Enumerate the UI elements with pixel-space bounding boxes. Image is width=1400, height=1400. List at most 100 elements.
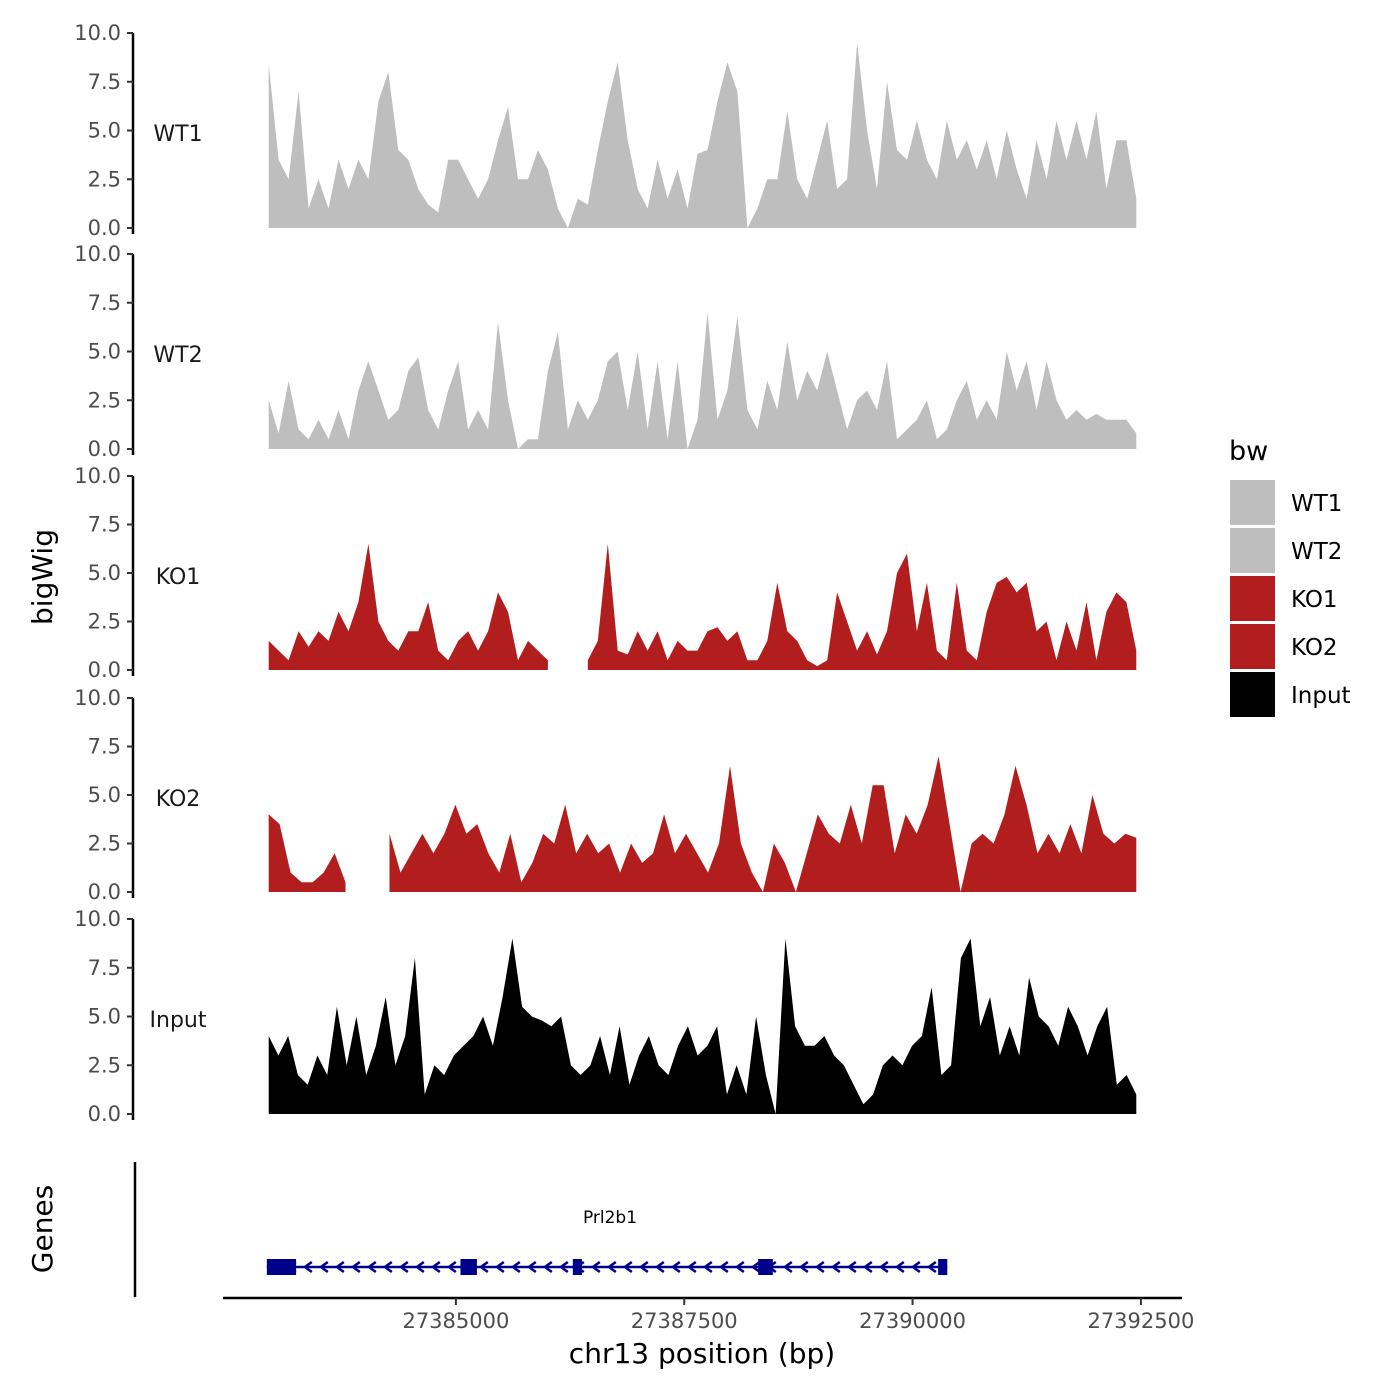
gene-label: Prl2b1 — [583, 1208, 637, 1228]
strand-arrow — [542, 1260, 553, 1274]
y-axis-title-group: bigWig — [26, 529, 59, 625]
track-wt2: 0.0 2.5 5.0 7.5 10.0 WT2 — [74, 242, 1137, 461]
strand-arrow — [398, 1260, 409, 1274]
y-tick-label: 10.0 — [74, 907, 121, 931]
track-input: 0.0 2.5 5.0 7.5 10.0 Input — [74, 907, 1137, 1126]
y-tick-label: 0.0 — [88, 1102, 121, 1126]
y-tick-label: 7.5 — [88, 956, 121, 980]
y-tick-label: 10.0 — [74, 242, 121, 266]
strand-arrow — [414, 1260, 425, 1274]
track-ko1: 0.0 2.5 5.0 7.5 10.0 KO1 — [74, 464, 1137, 682]
track-label: WT1 — [153, 122, 202, 147]
legend-label-wt2: WT2 — [1291, 539, 1342, 565]
strand-arrow — [862, 1260, 873, 1274]
y-tick-label: 10.0 — [74, 464, 121, 488]
legend-key-input — [1230, 672, 1275, 717]
y-axis-title: bigWig — [26, 529, 59, 625]
legend-label-wt1: WT1 — [1291, 491, 1342, 517]
gene-exon — [266, 1259, 297, 1275]
x-tick-label: 27392500 — [1087, 1309, 1194, 1333]
strand-arrow — [382, 1260, 393, 1274]
strand-arrow — [430, 1260, 441, 1274]
strand-arrow — [366, 1260, 377, 1274]
area-ko2 — [389, 756, 1137, 892]
legend-key-wt1 — [1230, 480, 1275, 525]
y-tick-label: 5.0 — [88, 340, 121, 364]
gene-exon — [460, 1259, 477, 1275]
strand-arrow — [638, 1260, 649, 1274]
x-tick-label: 27387500 — [631, 1309, 738, 1333]
strand-arrow — [622, 1260, 633, 1274]
legend-label-ko2: KO2 — [1291, 635, 1338, 661]
y-tick-label: 5.0 — [88, 561, 121, 585]
legend-label-input: Input — [1291, 683, 1351, 709]
strand-arrow — [878, 1260, 889, 1274]
y-tick-label: 5.0 — [88, 783, 121, 807]
y-tick-label: 7.5 — [88, 291, 121, 315]
strand-arrow — [318, 1260, 329, 1274]
y-tick-label: 10.0 — [74, 686, 121, 710]
gene-track: Genes Prl2b1 — [26, 1162, 948, 1297]
strand-arrow — [734, 1260, 745, 1274]
track-label: KO2 — [156, 787, 201, 812]
area-ko1 — [587, 543, 1137, 670]
y-tick-label: 2.5 — [88, 1053, 121, 1077]
legend-key-wt2 — [1230, 528, 1275, 573]
strand-arrow — [830, 1260, 841, 1274]
y-tick-label: 2.5 — [88, 388, 121, 412]
area-ko1 — [268, 543, 548, 670]
strand-arrow — [782, 1260, 793, 1274]
track-label: Input — [150, 1008, 207, 1033]
area-ko2 — [268, 814, 346, 892]
strand-arrow — [814, 1260, 825, 1274]
area-wt2 — [268, 312, 1137, 449]
legend-key-ko2 — [1230, 624, 1275, 669]
x-tick-label: 27385000 — [402, 1309, 509, 1333]
y-tick-label: 7.5 — [88, 70, 121, 94]
strand-arrow — [606, 1260, 617, 1274]
track-label: WT2 — [153, 343, 202, 368]
gene-exon — [938, 1259, 948, 1275]
strand-arrow — [478, 1260, 489, 1274]
area-input — [268, 938, 1137, 1114]
gene-exon — [572, 1259, 582, 1275]
track-ko2: 0.0 2.5 5.0 7.5 10.0 KO2 — [74, 686, 1137, 904]
strand-arrow — [446, 1260, 457, 1274]
strand-arrow — [926, 1260, 937, 1274]
legend: bw WT1 WT2 KO1 KO2 Input — [1229, 436, 1351, 717]
strand-arrow — [302, 1260, 313, 1274]
strand-arrow — [670, 1260, 681, 1274]
strand-arrow — [798, 1260, 809, 1274]
y-tick-label: 2.5 — [88, 832, 121, 856]
y-tick-label: 5.0 — [88, 119, 121, 143]
track-wt1: 0.0 2.5 5.0 7.5 10.0 WT1 — [74, 21, 1137, 240]
y-tick-label: 10.0 — [74, 21, 121, 45]
legend-label-ko1: KO1 — [1291, 587, 1338, 613]
x-axis-title: chr13 position (bp) — [569, 1337, 835, 1370]
strand-arrow — [910, 1260, 921, 1274]
y-tick-label: 7.5 — [88, 513, 121, 537]
strand-arrow — [494, 1260, 505, 1274]
x-tick-label: 27390000 — [859, 1309, 966, 1333]
strand-arrow — [702, 1260, 713, 1274]
legend-key-ko1 — [1230, 576, 1275, 621]
strand-arrow — [350, 1260, 361, 1274]
strand-arrow — [718, 1260, 729, 1274]
y-tick-label: 7.5 — [88, 735, 121, 759]
strand-arrow — [846, 1260, 857, 1274]
y-tick-label: 0.0 — [88, 437, 121, 461]
strand-arrow — [510, 1260, 521, 1274]
y-tick-label: 0.0 — [88, 216, 121, 240]
strand-arrow — [654, 1260, 665, 1274]
strand-arrow — [526, 1260, 537, 1274]
strand-arrow — [894, 1260, 905, 1274]
y-tick-label: 0.0 — [88, 658, 121, 682]
y-tick-label: 5.0 — [88, 1005, 121, 1029]
strand-arrow — [558, 1260, 569, 1274]
track-label: KO1 — [156, 565, 201, 590]
x-axis: chr13 position (bp) 27385000 27387500 2739… — [223, 1296, 1194, 1370]
y-tick-label: 2.5 — [88, 167, 121, 191]
legend-title: bw — [1229, 436, 1268, 467]
